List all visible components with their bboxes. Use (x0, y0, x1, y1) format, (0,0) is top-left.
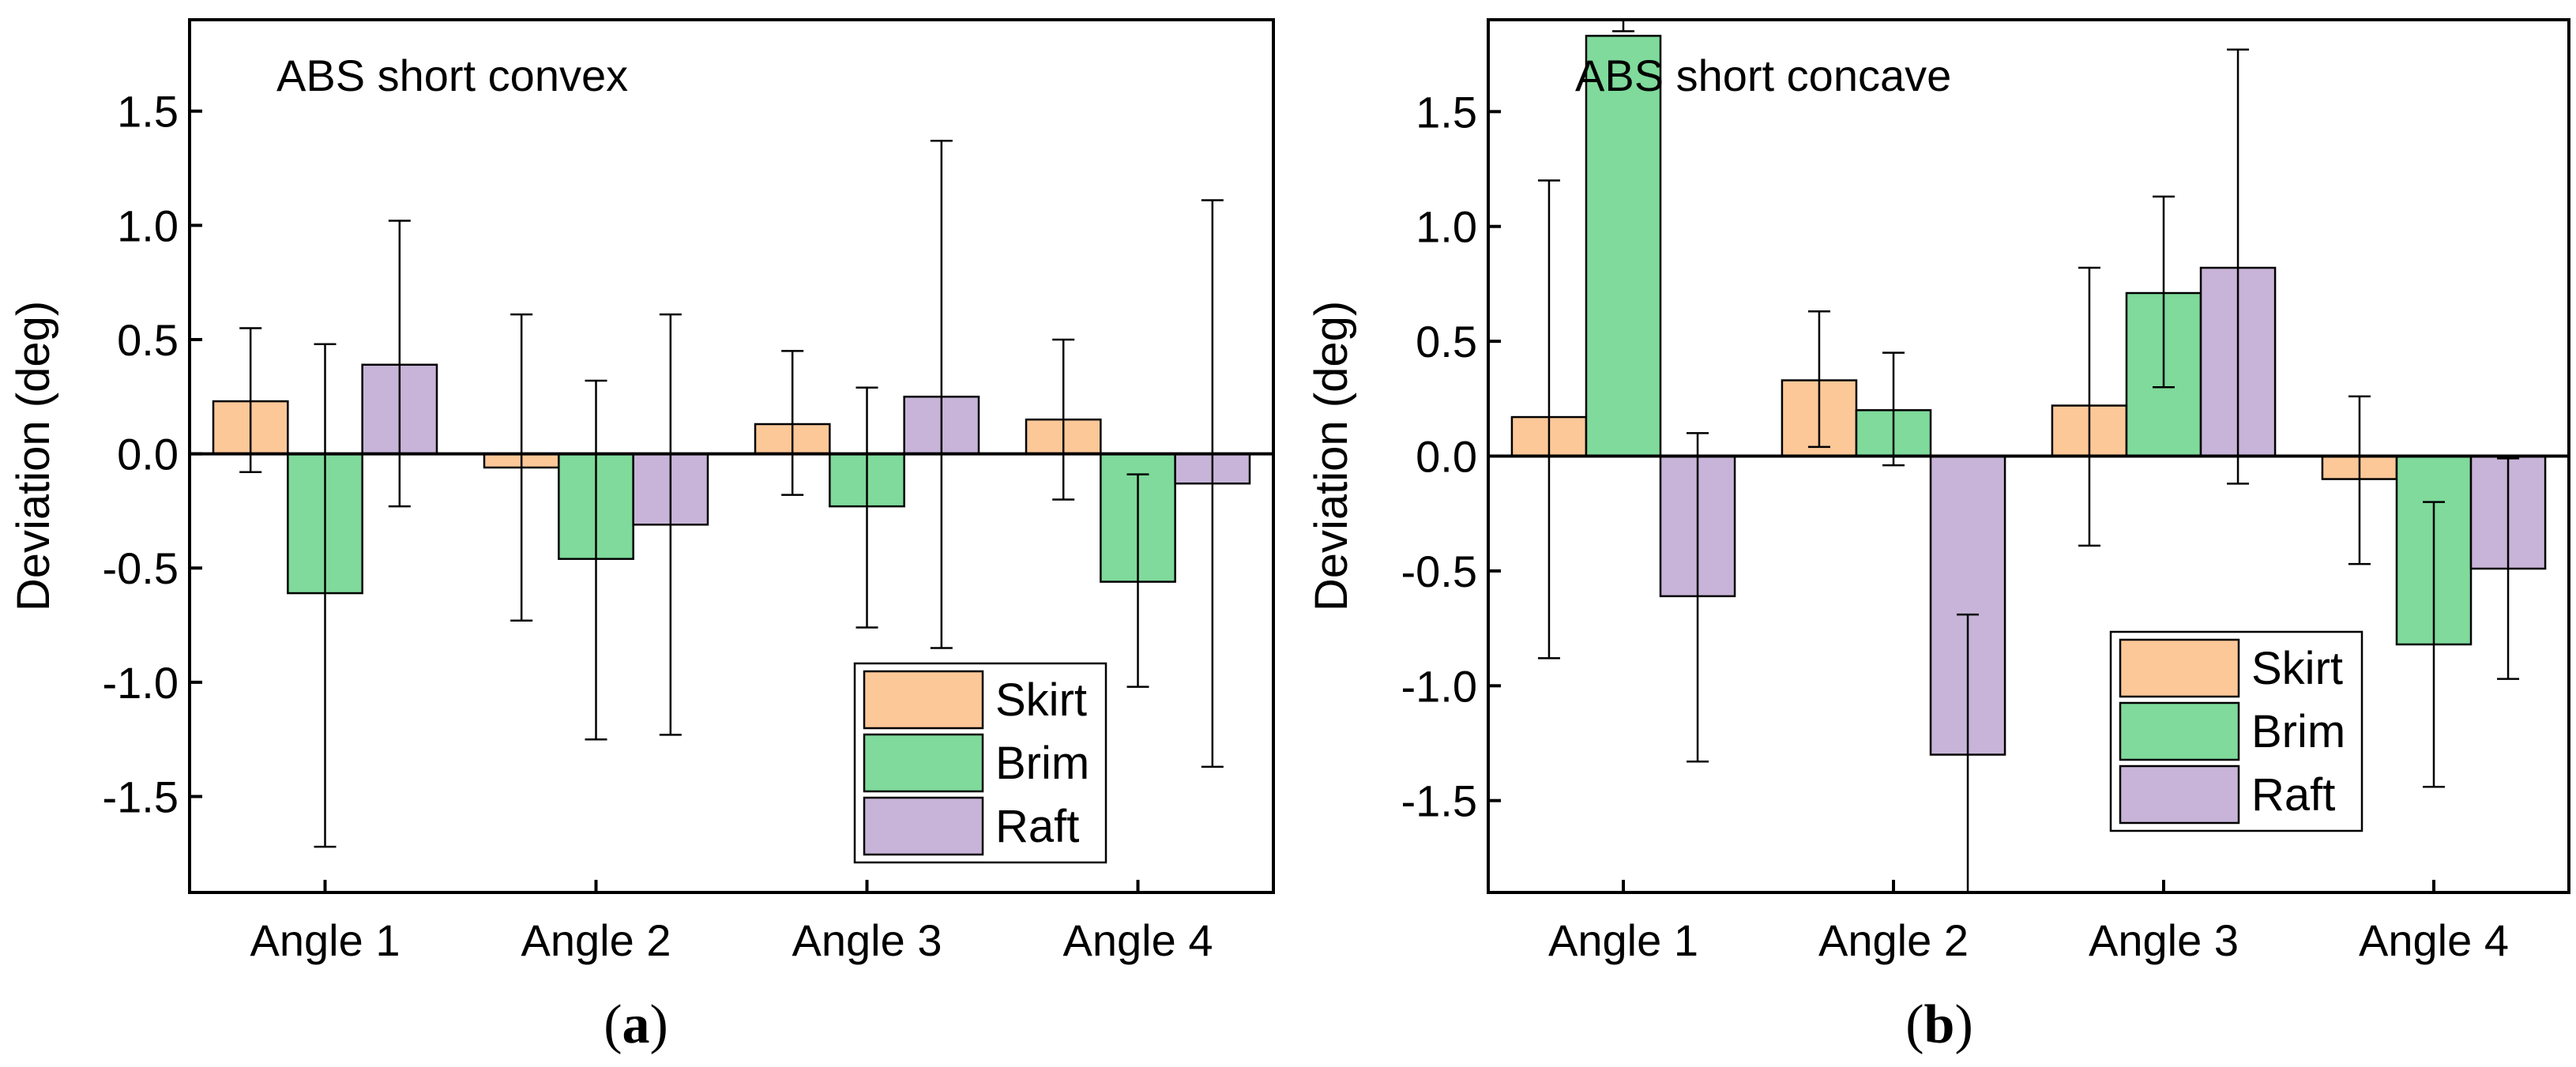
legend-swatch-raft (863, 796, 984, 856)
panel-caption: (a) (604, 994, 668, 1055)
x-tick-label: Angle 1 (1548, 915, 1698, 965)
y-axis-title: Deviation (deg) (8, 301, 59, 611)
chart-title: ABS short convex (276, 51, 628, 100)
legend-swatch-skirt (863, 670, 984, 730)
chart-panel-a: -1.5 -1.0 -0.5 0.0 0.5 1.0 1.5 Angle 1 Angle 2 An… (8, 18, 1275, 1055)
y-tick-label: -0.5 (103, 543, 179, 593)
y-tick-label: -1.0 (1401, 661, 1478, 711)
caption-letter: b (1924, 994, 1955, 1055)
legend-label-brim: Brim (2251, 706, 2345, 757)
y-axis-title: Deviation (deg) (1306, 301, 1357, 611)
legend-swatch-skirt (2119, 638, 2240, 698)
y-tick-label: 0.0 (1416, 432, 1477, 482)
y-tick-label: 0.5 (1416, 317, 1477, 366)
x-tick-label: Angle 3 (792, 915, 942, 965)
y-tick-label: -1.5 (1401, 776, 1478, 826)
caption-letter: a (622, 994, 650, 1055)
caption-paren-open: ( (604, 994, 622, 1055)
x-tick-label: Angle 4 (1063, 915, 1213, 965)
panel-caption: (b) (1905, 994, 1973, 1055)
y-tick-label: 1.5 (117, 87, 179, 137)
legend-swatch-raft (2119, 765, 2240, 825)
plot-frame (188, 18, 1275, 894)
chart-panel-b: -1.5 -1.0 -0.5 0.0 0.5 1.0 1.5 Angle 1 Angle 2 An… (1306, 18, 2570, 1055)
legend-label-skirt: Skirt (2251, 643, 2343, 694)
y-tick-label: 0.0 (117, 430, 179, 479)
caption-paren-close: ) (1954, 994, 1972, 1055)
y-tick-label: -1.0 (103, 658, 179, 708)
x-tick-label: Angle 3 (2089, 915, 2239, 965)
legend-swatch-brim (863, 733, 984, 793)
legend-swatch-brim (2119, 701, 2240, 761)
plot-area (212, 140, 1251, 848)
y-tick-label: -1.5 (103, 772, 179, 822)
legend-label-skirt: Skirt (995, 674, 1087, 726)
legend-label-raft: Raft (995, 801, 1079, 852)
chart-title: ABS short concave (1575, 51, 1951, 100)
legend: Skirt Brim Raft (2109, 630, 2364, 832)
y-tick-label: 0.5 (117, 315, 179, 365)
x-tick-label: Angle 4 (2359, 915, 2509, 965)
legend: Skirt Brim Raft (853, 662, 1107, 864)
x-tick-label: Angle 2 (521, 915, 671, 965)
caption-paren-close: ) (650, 994, 668, 1055)
caption-paren-open: ( (1905, 994, 1924, 1055)
y-tick-label: -0.5 (1401, 547, 1478, 596)
y-tick-label: 1.0 (117, 201, 179, 250)
legend-label-raft: Raft (2251, 769, 2335, 821)
y-tick-label: 1.0 (1416, 202, 1477, 252)
x-tick-label: Angle 1 (250, 915, 401, 965)
y-tick-label: 1.5 (1416, 87, 1477, 137)
legend-label-brim: Brim (995, 738, 1089, 789)
x-tick-label: Angle 2 (1818, 915, 1969, 965)
